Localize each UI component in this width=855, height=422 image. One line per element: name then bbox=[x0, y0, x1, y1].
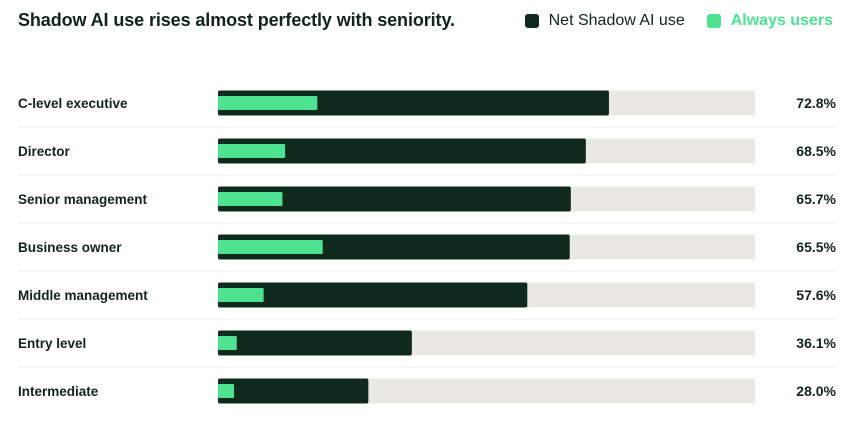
bar-always-users bbox=[218, 240, 323, 254]
bar-net-shadow-ai bbox=[218, 330, 412, 356]
category-label: Business owner bbox=[18, 240, 122, 255]
category-label: Senior management bbox=[18, 192, 148, 207]
value-label: 36.1% bbox=[796, 335, 836, 351]
bar-net-shadow-ai bbox=[218, 378, 369, 404]
value-label: 65.5% bbox=[796, 239, 836, 255]
category-label: C-level executive bbox=[18, 96, 128, 111]
category-label: Intermediate bbox=[18, 384, 99, 399]
legend-swatch-always-users bbox=[706, 14, 721, 28]
category-label: Middle management bbox=[18, 288, 148, 303]
chart-legend: Net Shadow AI use Always users bbox=[524, 12, 833, 30]
bar-net-shadow-ai bbox=[218, 186, 571, 212]
value-label: 72.8% bbox=[796, 95, 836, 111]
bar-always-users bbox=[218, 336, 237, 350]
bar-net-shadow-ai bbox=[218, 282, 528, 308]
category-label: Director bbox=[18, 144, 71, 159]
bar-always-users bbox=[218, 192, 283, 206]
category-label: Entry level bbox=[18, 336, 86, 351]
legend-item-always-users: Always users bbox=[706, 12, 833, 30]
bar-always-users bbox=[218, 288, 264, 302]
bar-always-users bbox=[218, 96, 318, 110]
chart-title: Shadow AI use rises almost perfectly wit… bbox=[18, 10, 455, 30]
bar-net-shadow-ai bbox=[218, 138, 586, 164]
value-label: 68.5% bbox=[796, 143, 836, 159]
legend-swatch-net-shadow-ai bbox=[524, 14, 539, 28]
value-label: 57.6% bbox=[796, 287, 836, 303]
value-label: 28.0% bbox=[796, 383, 836, 399]
legend-item-net-shadow-ai: Net Shadow AI use bbox=[524, 12, 685, 30]
bar-always-users bbox=[218, 144, 286, 158]
legend-label-net-shadow-ai: Net Shadow AI use bbox=[548, 12, 685, 29]
legend-label-always-users: Always users bbox=[730, 12, 833, 29]
bar-always-users bbox=[218, 384, 235, 398]
value-label: 65.7% bbox=[796, 191, 836, 207]
